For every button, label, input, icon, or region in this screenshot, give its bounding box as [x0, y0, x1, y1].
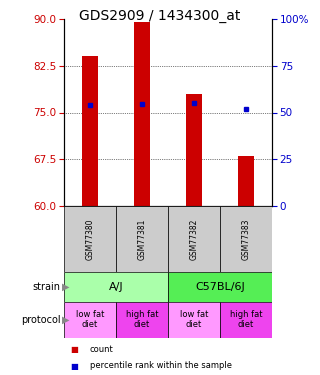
- Text: ▶: ▶: [62, 315, 70, 325]
- Text: GSM77383: GSM77383: [242, 218, 251, 260]
- Bar: [134, 22, 150, 206]
- Text: protocol: protocol: [21, 315, 61, 325]
- Text: GSM77381: GSM77381: [138, 218, 147, 260]
- Bar: [116, 302, 168, 338]
- Text: percentile rank within the sample: percentile rank within the sample: [90, 362, 232, 370]
- Text: A/J: A/J: [109, 282, 123, 292]
- Text: GSM77380: GSM77380: [85, 218, 94, 260]
- Bar: [116, 206, 168, 272]
- Text: ■: ■: [70, 362, 78, 370]
- Text: strain: strain: [33, 282, 61, 292]
- Text: count: count: [90, 345, 113, 354]
- Text: GDS2909 / 1434300_at: GDS2909 / 1434300_at: [79, 9, 241, 23]
- Text: low fat
diet: low fat diet: [76, 310, 104, 329]
- Text: ▶: ▶: [62, 282, 70, 292]
- Bar: [168, 206, 220, 272]
- Text: high fat
diet: high fat diet: [230, 310, 262, 329]
- Text: ■: ■: [70, 345, 78, 354]
- Text: high fat
diet: high fat diet: [126, 310, 158, 329]
- Bar: [168, 272, 272, 302]
- Bar: [168, 302, 220, 338]
- Bar: [186, 94, 202, 206]
- Bar: [64, 302, 116, 338]
- Bar: [238, 156, 254, 206]
- Text: low fat
diet: low fat diet: [180, 310, 208, 329]
- Text: C57BL/6J: C57BL/6J: [195, 282, 245, 292]
- Bar: [220, 206, 272, 272]
- Bar: [82, 56, 98, 206]
- Bar: [220, 302, 272, 338]
- Bar: [64, 272, 168, 302]
- Text: GSM77382: GSM77382: [189, 218, 198, 260]
- Bar: [64, 206, 116, 272]
